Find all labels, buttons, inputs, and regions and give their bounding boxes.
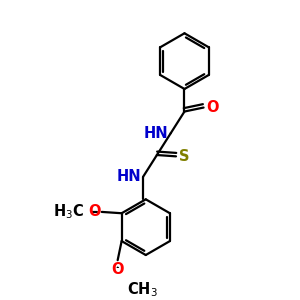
Text: O: O — [88, 204, 100, 219]
Text: O: O — [111, 262, 124, 277]
Text: S: S — [178, 149, 189, 164]
Text: HN: HN — [144, 126, 169, 141]
Text: HN: HN — [116, 169, 141, 184]
Text: H$_3$C: H$_3$C — [53, 202, 85, 221]
Text: O: O — [206, 100, 219, 115]
Text: CH$_3$: CH$_3$ — [127, 280, 158, 299]
